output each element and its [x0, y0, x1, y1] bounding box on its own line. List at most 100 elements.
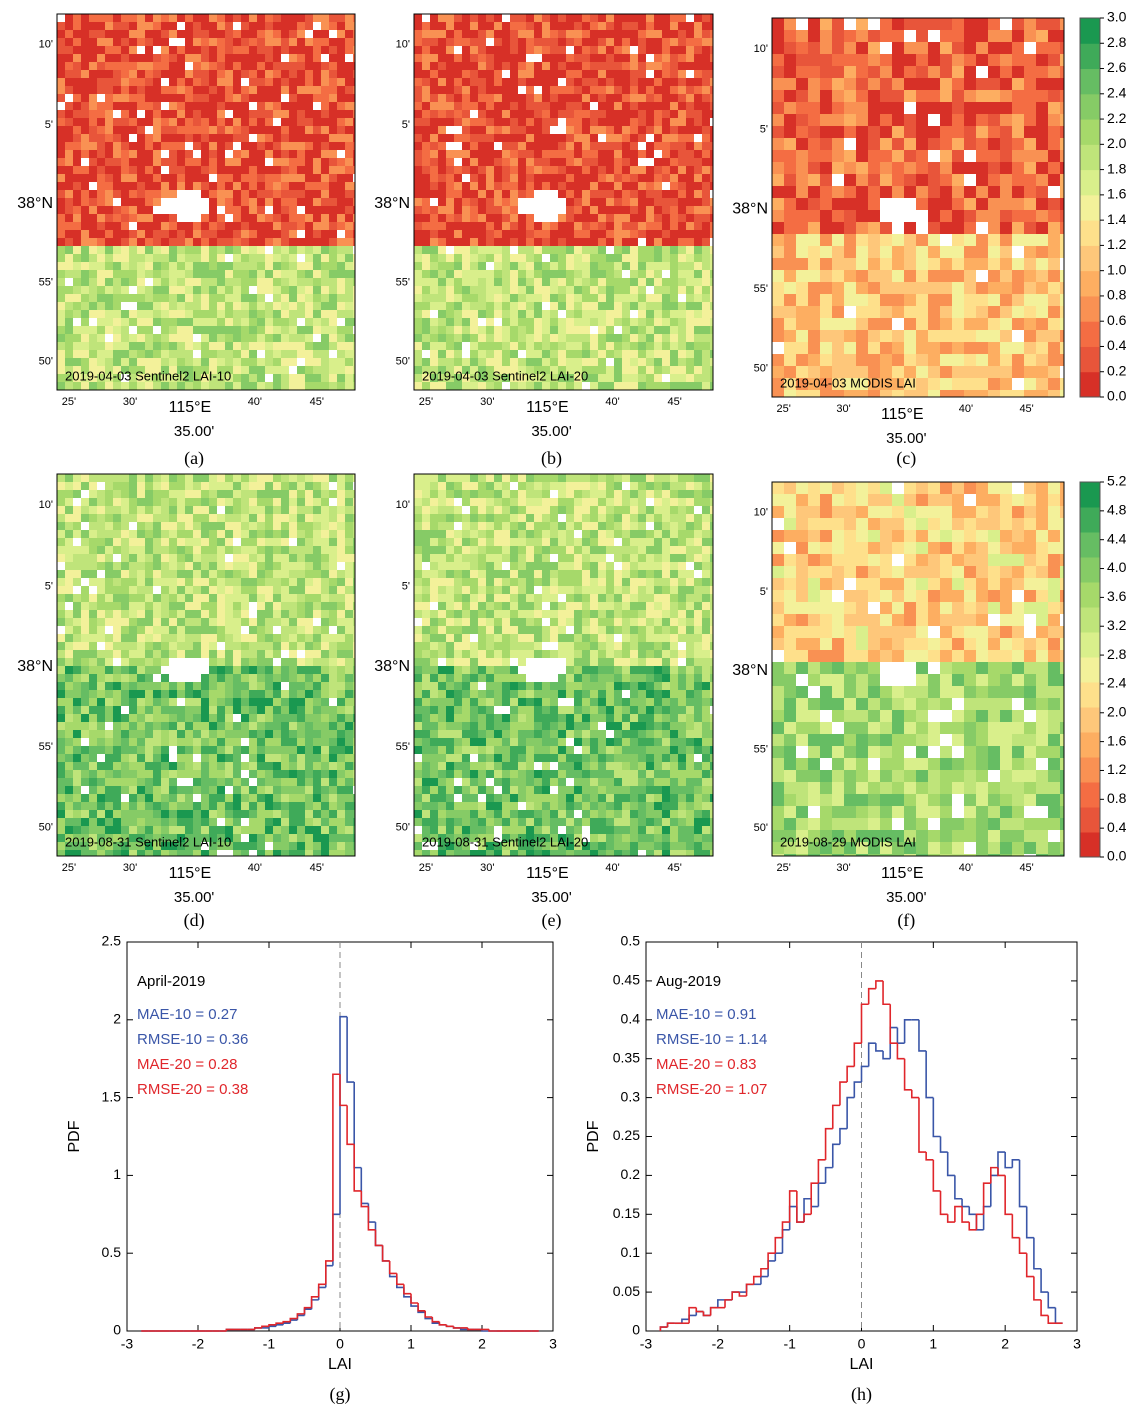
- map-cell: [73, 350, 81, 358]
- map-cell: [694, 358, 702, 366]
- map-cell: [486, 70, 494, 78]
- map-cell: [470, 198, 478, 206]
- map-cell: [225, 514, 233, 522]
- map-cell: [105, 46, 113, 54]
- map-cell: [820, 354, 832, 366]
- map-cell: [289, 514, 297, 522]
- map-cell: [638, 334, 646, 342]
- map-cell: [964, 54, 976, 66]
- map-cell: [438, 182, 446, 190]
- map-cell: [337, 326, 345, 334]
- map-cell: [329, 514, 337, 522]
- map-cell: [73, 530, 81, 538]
- map-cell: [518, 14, 526, 22]
- map-cell: [345, 62, 353, 70]
- map-cell: [145, 586, 153, 594]
- map-cell: [614, 254, 622, 262]
- map-cell: [281, 222, 289, 230]
- map-cell: [169, 78, 177, 86]
- map-cell: [518, 174, 526, 182]
- map-cell: [904, 258, 916, 270]
- map-cell: [1000, 258, 1012, 270]
- map-cell: [305, 182, 313, 190]
- map-cell: [121, 254, 129, 262]
- map-cell: [345, 246, 353, 254]
- map-cell: [233, 490, 241, 498]
- map-cell: [820, 198, 832, 210]
- map-cell: [297, 94, 305, 102]
- map-cell: [1036, 114, 1048, 126]
- map-cell: [494, 182, 502, 190]
- map-cell: [169, 578, 177, 586]
- map-cell: [201, 254, 209, 262]
- map-cell: [630, 238, 638, 246]
- map-cell: [820, 222, 832, 234]
- map-cell: [89, 230, 97, 238]
- map-cell: [289, 38, 297, 46]
- map-cell: [558, 118, 566, 126]
- map-cell: [940, 282, 952, 294]
- map-cell: [654, 166, 662, 174]
- map-cell: [121, 358, 129, 366]
- map-cell: [486, 342, 494, 350]
- map-cell: [129, 118, 137, 126]
- map-cell: [217, 198, 225, 206]
- map-cell: [678, 310, 686, 318]
- map-cell: [542, 358, 550, 366]
- map-cell: [201, 206, 209, 214]
- map-cell: [598, 118, 606, 126]
- map-cell: [518, 286, 526, 294]
- map-cell: [844, 126, 856, 138]
- map-cell: [305, 334, 313, 342]
- map-cell: [193, 498, 201, 506]
- map-cell: [193, 190, 201, 198]
- map-cell: [414, 198, 422, 206]
- map-cell: [856, 306, 868, 318]
- map-cell: [345, 286, 353, 294]
- map-cell: [153, 102, 161, 110]
- map-cell: [201, 546, 209, 554]
- map-cell: [65, 22, 73, 30]
- map-cell: [638, 326, 646, 334]
- map-cell: [832, 186, 844, 198]
- map-cell: [630, 294, 638, 302]
- map-cell: [630, 214, 638, 222]
- map-cell: [57, 262, 65, 270]
- map-cell: [494, 238, 502, 246]
- map-cell: [430, 270, 438, 278]
- map-cell: [598, 374, 606, 382]
- map-cell: [438, 334, 446, 342]
- map-cell: [1000, 42, 1012, 54]
- map-cell: [694, 110, 702, 118]
- map-cell: [614, 222, 622, 230]
- map-cell: [129, 222, 137, 230]
- map-cell: [868, 258, 880, 270]
- map-cell: [622, 30, 630, 38]
- map-cell: [145, 230, 153, 238]
- map-cell: [526, 318, 534, 326]
- map-cell: [185, 498, 193, 506]
- map-cell: [638, 46, 646, 54]
- map-cell: [257, 546, 265, 554]
- map-cell: [622, 230, 630, 238]
- map-cell: [646, 150, 654, 158]
- map-cell: [321, 14, 329, 22]
- map-cell: [113, 578, 121, 586]
- map-cell: [598, 54, 606, 62]
- map-cell: [193, 254, 201, 262]
- map-cell: [686, 270, 694, 278]
- map-cell: [65, 62, 73, 70]
- map-cell: [257, 278, 265, 286]
- map-cell: [694, 278, 702, 286]
- map-cell: [1060, 162, 1064, 174]
- map-cell: [89, 490, 97, 498]
- map-cell: [430, 326, 438, 334]
- map-cell: [772, 186, 784, 198]
- map-cell: [57, 506, 65, 514]
- map-cell: [217, 22, 225, 30]
- map-cell: [808, 258, 820, 270]
- map-cell: [796, 138, 808, 150]
- map-cell: [313, 506, 321, 514]
- map-cell: [510, 70, 518, 78]
- map-cell: [916, 282, 928, 294]
